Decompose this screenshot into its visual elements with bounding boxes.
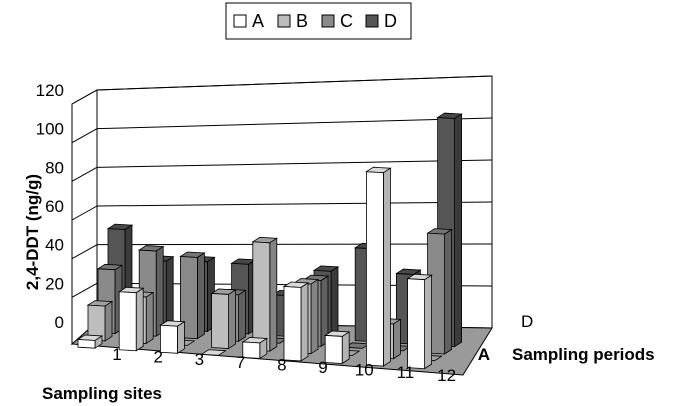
bar-side <box>330 266 339 340</box>
legend-label: A <box>252 11 264 31</box>
bar-side <box>269 237 278 352</box>
bar-side <box>238 289 247 342</box>
z-axis-ticks: A D <box>478 312 534 364</box>
y-axis-ticks: 0 20 40 60 80 100 120 <box>36 81 64 332</box>
bar-front <box>87 304 106 342</box>
bar <box>200 349 227 356</box>
bar <box>323 330 351 365</box>
bar-side <box>165 255 174 330</box>
bar <box>86 300 114 342</box>
z-axis-label: Sampling periods <box>512 345 655 364</box>
legend-label: D <box>384 11 397 31</box>
x-tick-label: 9 <box>318 358 327 377</box>
bar-front <box>179 256 198 340</box>
y-tick-label: 0 <box>55 313 64 332</box>
bar <box>210 288 237 350</box>
x-tick-label: 3 <box>195 350 204 369</box>
gridline <box>96 159 493 168</box>
x-tick-label: 7 <box>236 353 245 372</box>
y-tick-label: 40 <box>45 236 64 255</box>
bar-front <box>324 335 343 364</box>
x-tick-label: 8 <box>277 355 286 374</box>
legend-label: C <box>340 11 353 31</box>
bar-front <box>211 292 230 349</box>
x-tick-label: 2 <box>153 348 162 367</box>
legend-swatch <box>233 14 247 28</box>
bar-side <box>382 167 391 367</box>
gridline <box>96 117 493 130</box>
gridline-side <box>71 128 98 144</box>
x-tick-label: 1 <box>112 345 121 364</box>
bar-side <box>228 289 237 350</box>
x-axis-ticks: 1 2 3 7 8 9 10 11 12 <box>112 345 456 385</box>
bar <box>117 286 145 352</box>
bar-front <box>365 171 384 367</box>
bar <box>76 334 104 349</box>
bar <box>159 320 186 355</box>
legend-swatch <box>321 14 335 28</box>
bar-front <box>252 241 271 352</box>
x-tick-label: 10 <box>355 361 374 380</box>
bar-side <box>104 300 113 342</box>
legend-label: B <box>296 11 308 31</box>
gridline-side <box>71 244 98 260</box>
gridline <box>96 201 493 207</box>
bar-front <box>159 324 178 354</box>
bar <box>282 281 310 362</box>
bar-side <box>155 245 164 337</box>
y-tick-label: 20 <box>45 274 64 293</box>
bars <box>76 112 463 370</box>
gridline-side <box>71 282 98 298</box>
y-tick-label: 80 <box>45 158 64 177</box>
bar-top <box>200 349 227 356</box>
bar <box>406 273 433 370</box>
gridline-side <box>71 205 98 221</box>
y-axis-label: 2,4-DDT (ng/g) <box>23 174 42 290</box>
bar <box>241 337 269 360</box>
z-tick-label: A <box>478 345 490 364</box>
x-tick-label: 11 <box>397 363 415 382</box>
bar-side <box>341 331 350 365</box>
y-tick-label: 100 <box>36 120 64 139</box>
bar-side <box>444 228 453 355</box>
bar <box>179 251 206 340</box>
y-tick-label: 120 <box>36 81 64 100</box>
bar-front <box>77 339 96 349</box>
bar-side <box>300 282 309 362</box>
x-axis-label: Sampling sites <box>42 384 162 403</box>
bar-side <box>135 287 144 352</box>
gridline-side <box>71 89 98 105</box>
z-tick-label: D <box>521 312 533 331</box>
gridline-side <box>71 166 98 182</box>
bar-front <box>283 286 302 362</box>
legend-swatch <box>365 14 379 28</box>
bar-side <box>392 318 401 360</box>
legend-box <box>225 2 412 40</box>
bar-side <box>424 274 433 370</box>
bar-side <box>176 321 185 355</box>
bar <box>251 236 279 352</box>
legend: A B C D <box>225 2 412 40</box>
bar-side <box>196 252 205 340</box>
gridline <box>96 243 493 246</box>
bar <box>365 166 392 367</box>
bar-side <box>310 278 319 355</box>
bar-side <box>454 113 463 348</box>
bar-front <box>242 341 261 359</box>
bar-front <box>118 291 137 352</box>
x-tick-label: 12 <box>437 366 456 385</box>
gridline <box>96 75 493 91</box>
legend-swatch <box>277 14 291 28</box>
bar-front <box>407 278 426 370</box>
y-tick-label: 60 <box>45 197 64 216</box>
bar-side <box>145 291 154 345</box>
